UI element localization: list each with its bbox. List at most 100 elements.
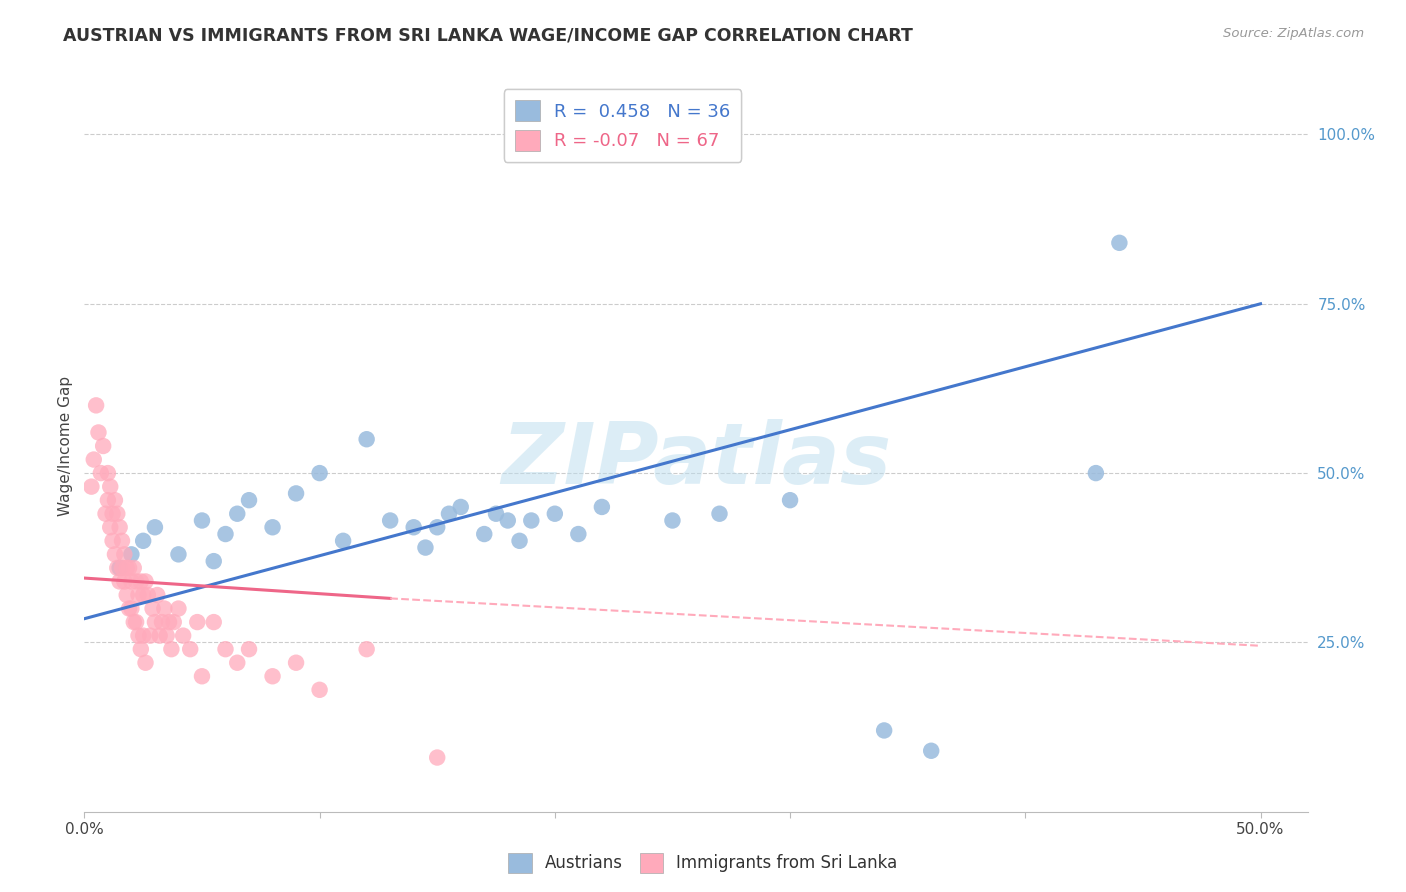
Point [262,520,284,534]
Point [111,561,134,575]
Point [132,588,155,602]
Point [115,588,138,602]
Point [149,629,172,643]
Point [108,520,131,534]
Point [661,514,683,528]
Point [709,507,731,521]
Point [132,533,155,548]
Point [87,425,110,440]
Point [97,493,120,508]
Point [191,514,214,528]
Point [238,493,260,508]
Point [238,642,260,657]
Point [105,561,128,575]
Point [496,514,519,528]
Point [90,466,112,480]
Point [129,642,152,657]
Point [202,554,225,568]
Point [285,486,308,500]
Point [101,533,124,548]
Point [143,615,166,629]
Text: AUSTRIAN VS IMMIGRANTS FROM SRI LANKA WAGE/INCOME GAP CORRELATION CHART: AUSTRIAN VS IMMIGRANTS FROM SRI LANKA WA… [63,27,912,45]
Point [120,601,142,615]
Point [426,520,449,534]
Point [94,507,117,521]
Point [136,588,159,602]
Point [308,682,330,697]
Point [143,520,166,534]
Point [156,629,179,643]
Point [112,574,135,589]
Point [172,629,194,643]
Point [520,514,543,528]
Point [97,466,120,480]
Point [108,561,131,575]
Point [142,601,165,615]
Point [122,561,145,575]
Point [83,452,105,467]
Point [186,615,208,629]
Point [104,493,127,508]
Point [509,533,531,548]
Legend: Austrians, Immigrants from Sri Lanka: Austrians, Immigrants from Sri Lanka [502,847,904,880]
Point [332,533,354,548]
Point [98,480,121,494]
Point [118,601,141,615]
Point [139,629,162,643]
Point [873,723,896,738]
Point [105,507,128,521]
Point [80,480,103,494]
Point [485,507,508,521]
Point [567,527,589,541]
Point [262,669,284,683]
Point [135,574,157,589]
Point [111,533,134,548]
Point [415,541,437,555]
Point [544,507,567,521]
Point [226,507,249,521]
Point [129,574,152,589]
Point [132,629,155,643]
Point [167,547,190,561]
Point [120,574,142,589]
Point [285,656,308,670]
Text: Source: ZipAtlas.com: Source: ZipAtlas.com [1223,27,1364,40]
Point [308,466,330,480]
Text: ZIPatlas: ZIPatlas [501,419,891,502]
Point [146,588,169,602]
Legend: R =  0.458   N = 36, R = -0.07   N = 67: R = 0.458 N = 36, R = -0.07 N = 67 [503,89,741,161]
Point [1108,235,1130,250]
Point [402,520,425,534]
Point [125,574,148,589]
Point [157,615,180,629]
Point [380,514,402,528]
Point [120,547,142,561]
Point [127,588,149,602]
Point [450,500,472,514]
Point [226,656,249,670]
Point [104,547,127,561]
Point [160,642,183,657]
Point [84,398,107,412]
Point [920,744,942,758]
Point [91,439,114,453]
Point [779,493,801,508]
Point [112,547,135,561]
Point [163,615,186,629]
Point [202,615,225,629]
Point [108,574,131,589]
Point [356,642,378,657]
Point [191,669,214,683]
Point [127,629,149,643]
Point [437,507,460,521]
Point [214,527,236,541]
Point [135,656,157,670]
Point [150,615,173,629]
Y-axis label: Wage/Income Gap: Wage/Income Gap [58,376,73,516]
Point [125,615,148,629]
Point [472,527,495,541]
Point [426,750,449,764]
Point [179,642,201,657]
Point [591,500,613,514]
Point [118,561,141,575]
